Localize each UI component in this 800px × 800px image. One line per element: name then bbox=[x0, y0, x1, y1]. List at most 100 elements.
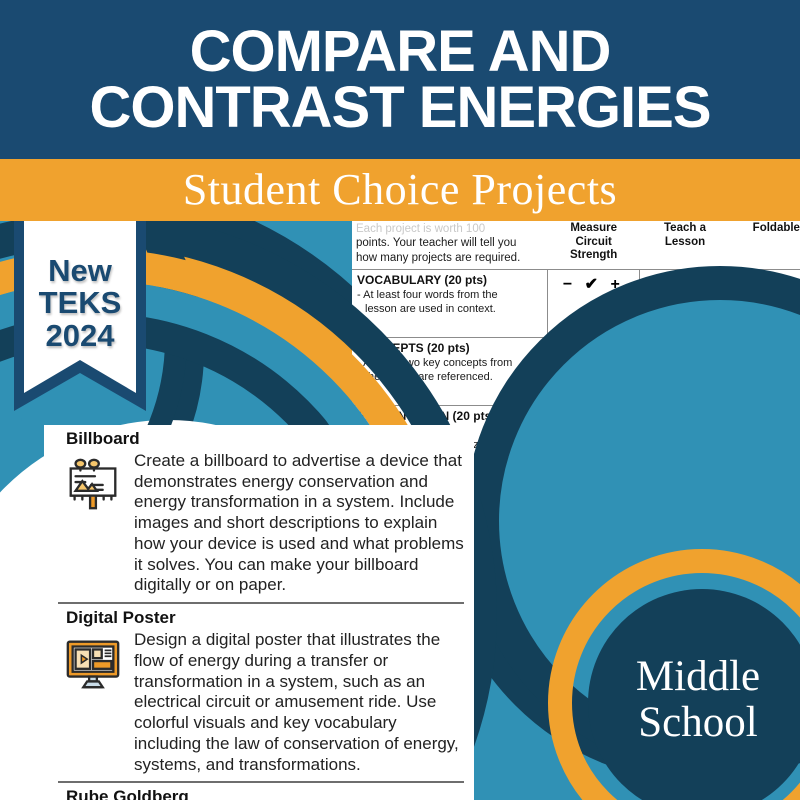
points-blank[interactable]: /20 bbox=[554, 387, 633, 405]
title-line-1: COMPARE AND bbox=[189, 18, 612, 84]
score-cell[interactable]: − ✔ + /20 bbox=[640, 406, 732, 474]
score-cell[interactable]: − ✔ + /20 bbox=[640, 338, 732, 406]
rating-marks[interactable]: − ✔ + bbox=[746, 276, 800, 294]
points-max: /20 bbox=[614, 455, 633, 471]
criterion-desc: - At least two key concepts from the les… bbox=[357, 357, 542, 384]
project-title: Billboard bbox=[66, 429, 140, 448]
score-cells: − ✔ + /20 − ✔ + /20 − ✔ + /20 bbox=[548, 338, 800, 406]
points-max: /20 bbox=[706, 319, 725, 335]
rating-marks[interactable]: − ✔ + bbox=[562, 480, 624, 498]
points-max: /20 bbox=[706, 387, 725, 403]
rating-marks[interactable]: − ✔ + bbox=[654, 344, 716, 362]
table-row: VOCABULARY (20 pts) - At least four word… bbox=[352, 269, 800, 338]
criterion-title: VOCABULARY (20 pts) bbox=[357, 273, 488, 288]
subtitle: Student Choice Projects bbox=[182, 165, 618, 214]
criterion-cell: CONCEPTS (20 pts) - At least two key con… bbox=[352, 338, 548, 406]
rubric-intro-line2: points. Your teacher will tell you bbox=[356, 237, 517, 250]
project-body: Design a digital poster that illustrates… bbox=[56, 629, 468, 775]
title-line-2: CONTRAST ENERGIES bbox=[89, 74, 711, 140]
grade-level-badge: Middle School bbox=[596, 600, 800, 800]
ribbon-line-3: 2024 bbox=[45, 317, 115, 353]
divider bbox=[58, 602, 464, 605]
points-blank[interactable]: /20 bbox=[554, 455, 633, 473]
criterion-title: PRESENTATION (20 pts) bbox=[357, 409, 496, 424]
project-body: Create a billboard to advertise a device… bbox=[56, 450, 468, 596]
project-description: Create a billboard to advertise a device… bbox=[134, 451, 464, 595]
score-cell[interactable]: − ✔ + bbox=[548, 474, 640, 542]
rubric-col-foldable: Foldable bbox=[731, 221, 800, 269]
col2-line2: Lesson bbox=[664, 235, 706, 248]
points-blank[interactable]: /20 bbox=[646, 319, 725, 337]
rating-marks[interactable]: − ✔ + bbox=[746, 412, 800, 430]
score-cell[interactable]: − ✔ + /20 bbox=[731, 270, 800, 337]
rating-marks[interactable]: − ✔ + bbox=[562, 412, 624, 430]
score-cells: − ✔ + /20 − ✔ + /20 − ✔ + /20 bbox=[548, 270, 800, 338]
score-cell[interactable]: − ✔ + /20 bbox=[548, 270, 640, 338]
badge-line-1: Middle bbox=[635, 653, 761, 701]
score-cells: − ✔ + /20 − ✔ + /20 − ✔ + /20 bbox=[548, 406, 800, 474]
points-blank[interactable]: /20 bbox=[554, 319, 633, 337]
col1-line1: Measure bbox=[570, 222, 617, 234]
rating-marks[interactable]: − ✔ + bbox=[654, 480, 716, 498]
table-row: CONCEPTS (20 pts) - At least two key con… bbox=[352, 337, 800, 406]
col1-line2: Circuit bbox=[575, 235, 612, 248]
rating-marks[interactable]: − ✔ + bbox=[562, 276, 624, 294]
col1-line3: Strength bbox=[570, 249, 618, 262]
project-item: Rube Goldberg bbox=[44, 783, 474, 800]
criterion-desc-line1: - At least four words from the bbox=[357, 289, 498, 302]
points-blank[interactable]: /20 bbox=[737, 319, 800, 337]
ribbon-line-1: New bbox=[48, 253, 112, 289]
rubric-intro: Each project is worth 100 points. Your t… bbox=[352, 221, 548, 269]
criterion-desc-line2: lesson are used in context. bbox=[365, 302, 496, 315]
points-max: /20 bbox=[614, 319, 633, 335]
score-cell[interactable]: − ✔ + bbox=[640, 474, 732, 542]
rubric-col-teach-a-lesson: Teach a Lesson bbox=[639, 221, 730, 269]
score-cell[interactable]: − ✔ + /20 bbox=[731, 406, 800, 473]
score-cell[interactable]: − ✔ + /20 bbox=[640, 270, 732, 338]
criterion-desc: - At least four words from the lesson ar… bbox=[357, 289, 542, 316]
points-blank[interactable]: /20 bbox=[737, 387, 800, 405]
score-cells: − ✔ + − ✔ + − ✔ + bbox=[548, 474, 800, 542]
score-cell[interactable]: − ✔ + /20 bbox=[548, 338, 640, 406]
ribbon-label: New TEKS 2024 bbox=[14, 221, 146, 386]
points-max: /20 bbox=[706, 455, 725, 471]
points-blank[interactable]: /20 bbox=[737, 455, 800, 473]
divider bbox=[58, 781, 464, 784]
score-cell[interactable]: − ✔ + /20 bbox=[548, 406, 640, 474]
badge-line-2: School bbox=[638, 699, 758, 746]
rubric-col-measure-circuit-strength: Measure Circuit Strength bbox=[548, 221, 639, 269]
header-title-band: COMPARE AND CONTRAST ENERGIES bbox=[0, 0, 800, 159]
rubric-column-headers: Measure Circuit Strength Teach a Lesson … bbox=[548, 221, 800, 269]
col2-line1: Teach a bbox=[664, 222, 706, 234]
points-blank[interactable]: /20 bbox=[646, 455, 725, 473]
rating-marks[interactable]: − ✔ + bbox=[746, 480, 800, 498]
criterion-desc-line1: - At least two key concepts from bbox=[357, 357, 513, 370]
project-title: Digital Poster bbox=[66, 608, 176, 628]
billboard-icon bbox=[69, 458, 117, 510]
rubric-intro-line1: Each project is worth 100 bbox=[356, 223, 486, 235]
monitor-poster-icon bbox=[66, 640, 120, 689]
new-teks-ribbon bbox=[14, 221, 146, 411]
project-description: Design a digital poster that illustrates… bbox=[134, 630, 459, 774]
score-cell[interactable]: − ✔ + /20 bbox=[731, 338, 800, 405]
rubric-intro-line3: how many projects are required. bbox=[356, 251, 521, 264]
header-subtitle-band: Student Choice Projects bbox=[0, 159, 800, 221]
projects-document: Billboard Create a billboard to advertis… bbox=[44, 425, 474, 800]
rating-marks[interactable]: − ✔ + bbox=[654, 276, 716, 294]
points-max: /20 bbox=[614, 387, 633, 403]
rating-marks[interactable]: − ✔ + bbox=[562, 344, 624, 362]
col3-line1: Foldable bbox=[752, 222, 800, 234]
criterion-cell: VOCABULARY (20 pts) - At least four word… bbox=[352, 270, 548, 338]
project-item: Digital Poster bbox=[44, 604, 474, 784]
criterion-title: CONCEPTS (20 pts) bbox=[357, 341, 470, 356]
project-title: Rube Goldberg bbox=[66, 787, 189, 800]
score-cell[interactable]: − ✔ + bbox=[731, 474, 800, 541]
rating-marks[interactable]: − ✔ + bbox=[654, 412, 716, 430]
rating-marks[interactable]: − ✔ + bbox=[746, 344, 800, 362]
rubric-header-row: Each project is worth 100 points. Your t… bbox=[352, 221, 800, 269]
points-blank[interactable]: /20 bbox=[646, 387, 725, 405]
ribbon-line-2: TEKS bbox=[38, 285, 122, 321]
criterion-desc-line2: the lesson are referenced. bbox=[365, 370, 493, 383]
project-item: Billboard Create a billboard to advertis… bbox=[44, 425, 474, 605]
